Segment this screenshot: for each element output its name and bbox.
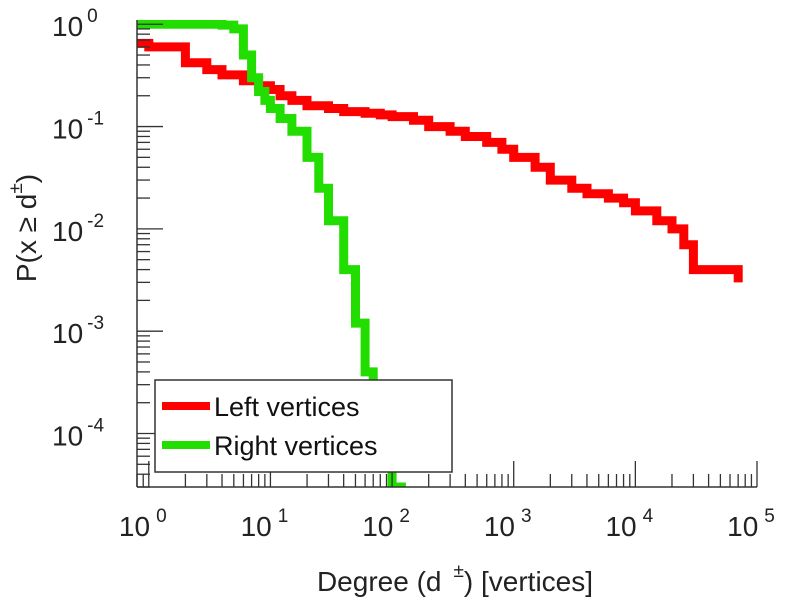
x-tick-label: 10 1 [241, 506, 289, 542]
series-layer [137, 20, 743, 487]
legend-label-right-vertices: Right vertices [214, 431, 378, 461]
x-tick-label: 10 2 [362, 506, 410, 542]
x-tick-label: 10 4 [605, 506, 653, 542]
axes-layer [136, 20, 758, 488]
y-tick-label: 10 -4 [52, 416, 104, 452]
series-line-right-vertices [137, 20, 406, 487]
x-tick-label: 10 5 [727, 506, 775, 542]
y-tick-label: 10 -1 [52, 109, 104, 145]
x-tick-label: 10 0 [119, 506, 167, 542]
x-axis-label: Degree (d ±) [vertices] [317, 561, 593, 597]
y-tick-label: 10 -2 [52, 211, 104, 247]
x-tick-label: 10 3 [484, 506, 532, 542]
legend-box [154, 379, 453, 473]
legend: Left vertices Right vertices [154, 379, 453, 473]
y-axis-label: P(x ≥ d±) [6, 174, 42, 282]
legend-label-left-vertices: Left vertices [214, 392, 360, 422]
y-tick-label: 10 0 [52, 6, 98, 42]
y-tick-label: 10 -3 [52, 313, 104, 349]
tick-label-layer: 10 0 10 1 10 2 10 3 10 4 10 5 10 0 10 -1 10 -2 10 -3 10 -4 [52, 6, 775, 542]
